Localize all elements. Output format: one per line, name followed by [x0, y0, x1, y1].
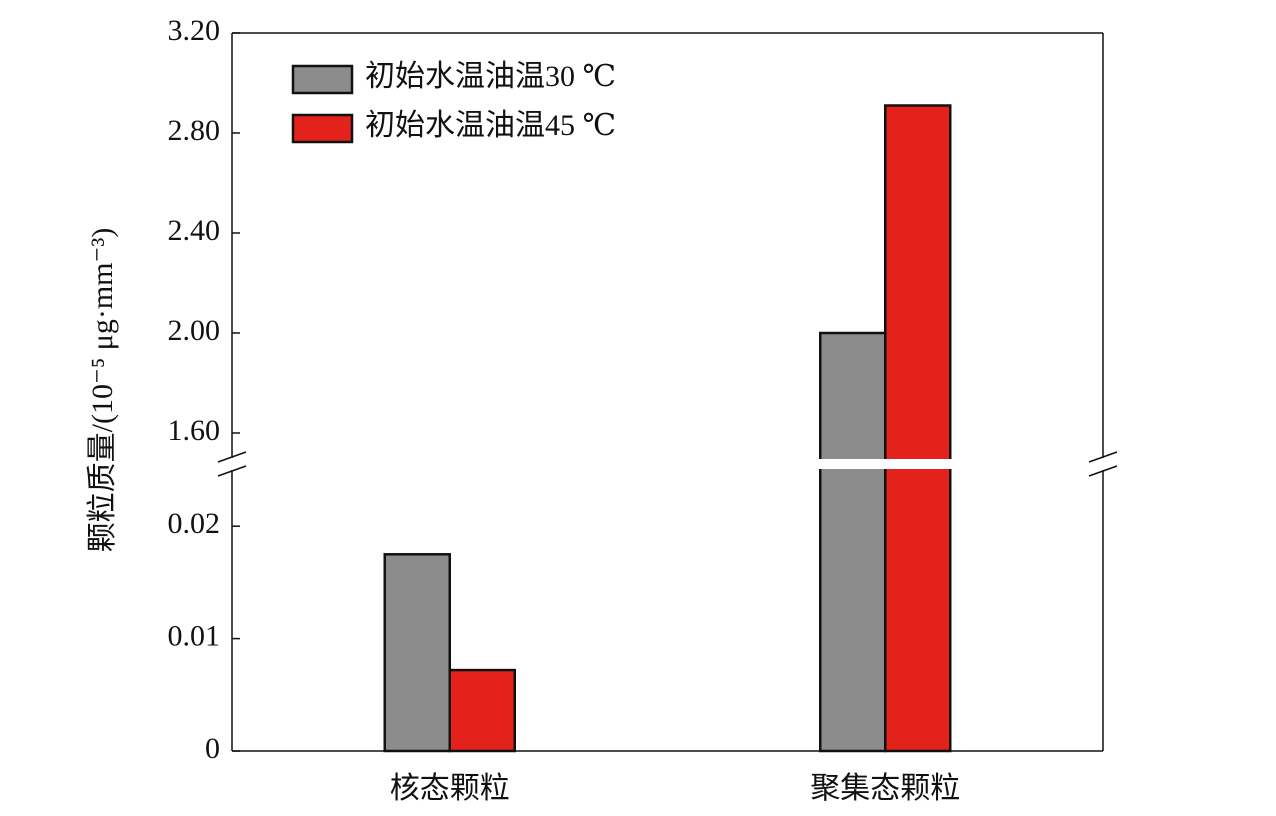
legend-label: 初始水温油温45 ℃ — [365, 109, 616, 142]
legend-swatch — [291, 113, 354, 144]
bar — [884, 104, 952, 753]
y-tick-label: 3.20 — [168, 14, 221, 47]
y-tick-label: 2.80 — [168, 114, 221, 147]
axis-break-mark — [1088, 451, 1118, 463]
y-axis-label: 颗粒质量/(10⁻⁵ μg·mm⁻³) — [86, 228, 119, 553]
y-tick-label: 0.01 — [168, 619, 221, 652]
x-tick-label: 聚集态颗粒 — [810, 772, 960, 805]
axis-break-mark — [217, 451, 247, 463]
axis-break-mark — [1088, 465, 1118, 477]
y-tick-label: 0.02 — [168, 507, 221, 540]
bar — [448, 668, 516, 753]
y-tick-label: 1.60 — [168, 414, 221, 447]
bar — [819, 331, 887, 753]
bar — [383, 553, 451, 753]
legend-label: 初始水温油温30 ℃ — [365, 60, 616, 93]
x-tick-label: 核态颗粒 — [390, 772, 510, 805]
y-tick-label: 0 — [205, 732, 220, 765]
axis-break-gap — [230, 459, 1105, 469]
legend-swatch — [291, 64, 354, 95]
y-tick-label: 2.00 — [168, 314, 221, 347]
y-tick-label: 2.40 — [168, 214, 221, 247]
axis-break-mark — [217, 465, 247, 477]
